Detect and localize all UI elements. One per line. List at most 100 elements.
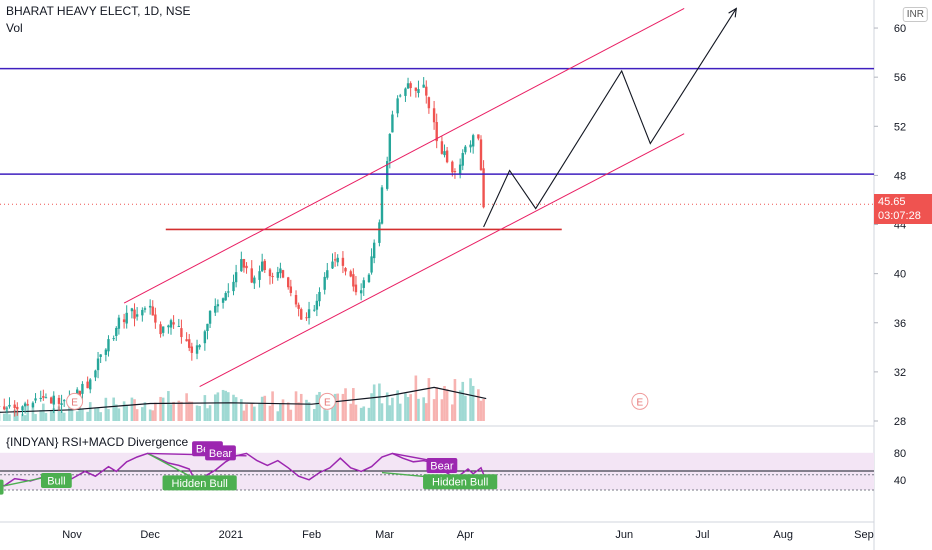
volume-bar xyxy=(195,405,199,421)
candle-body xyxy=(268,269,272,277)
volume-bar xyxy=(469,378,472,421)
volume-bar xyxy=(114,404,118,421)
candle-body xyxy=(240,259,243,272)
candle-body xyxy=(276,272,279,278)
candle-body xyxy=(372,242,376,259)
candle-body xyxy=(227,291,230,293)
candle-body xyxy=(404,88,407,96)
candle-body xyxy=(451,161,454,173)
volume-bar xyxy=(297,402,300,421)
volume-bar xyxy=(451,404,454,421)
volume-bar xyxy=(396,390,399,421)
candle-body xyxy=(130,308,134,312)
volume-bar xyxy=(367,407,371,421)
candle-body xyxy=(151,306,154,316)
candle-body xyxy=(198,345,201,348)
candle-body xyxy=(94,370,97,378)
price-tick-label: 56 xyxy=(894,72,906,84)
chart-title: BHARAT HEAVY ELECT, 1D, NSE xyxy=(6,4,191,18)
candle-body xyxy=(16,406,19,410)
candle-body xyxy=(21,406,24,411)
candle-body xyxy=(221,298,225,303)
volume-bar xyxy=(331,407,334,421)
candle-body xyxy=(279,268,282,274)
candle-body xyxy=(39,397,42,400)
candle-body xyxy=(258,271,261,280)
candle-body xyxy=(141,309,144,316)
candle-body xyxy=(232,281,235,292)
volume-bar xyxy=(104,397,108,421)
candle-body xyxy=(326,270,329,278)
price-tick-label: 28 xyxy=(894,416,906,428)
candle-body xyxy=(461,153,464,166)
time-tick-label: Jul xyxy=(695,529,709,541)
volume-bar xyxy=(307,402,311,421)
volume-bar xyxy=(245,404,248,421)
volume-bar xyxy=(471,385,475,421)
volume-bar xyxy=(206,408,209,421)
candle-body xyxy=(300,309,303,320)
candle-body xyxy=(318,291,321,302)
candle-body xyxy=(115,327,118,336)
volume-bar xyxy=(260,396,264,421)
candle-body xyxy=(8,404,11,407)
candle-body xyxy=(224,293,227,301)
candle-body xyxy=(354,284,358,293)
candle-body xyxy=(378,222,381,243)
volume-bar xyxy=(96,408,100,421)
volume-bar xyxy=(161,397,165,421)
channel-lower-line xyxy=(199,133,685,388)
candle-body xyxy=(349,271,352,277)
volume-bar xyxy=(148,409,152,421)
candle-body xyxy=(135,314,139,317)
volume-bar xyxy=(125,404,129,421)
volume-bar xyxy=(432,399,436,421)
candle-body xyxy=(315,300,319,310)
volume-bar xyxy=(268,405,272,421)
volume-bar xyxy=(344,388,347,421)
volume-bar xyxy=(112,397,115,421)
volume-bar xyxy=(180,401,183,421)
volume-bar xyxy=(68,401,71,421)
currency-badge[interactable]: INR xyxy=(902,7,928,22)
candle-body xyxy=(287,277,290,288)
candle-body xyxy=(471,135,475,147)
candle-body xyxy=(440,141,444,154)
time-tick-label: Sep xyxy=(854,529,874,541)
volume-bar xyxy=(234,397,238,421)
volume-bar xyxy=(39,410,43,421)
candle-body xyxy=(341,257,345,266)
candle-body xyxy=(482,168,485,208)
candle-body xyxy=(172,322,175,325)
volume-bar xyxy=(242,410,246,421)
candle-body xyxy=(367,274,371,282)
candle-body xyxy=(234,272,238,283)
volume-bar xyxy=(240,399,243,421)
volume-bar xyxy=(388,405,392,421)
volume-bar xyxy=(227,392,230,421)
volume-bar xyxy=(333,393,337,421)
indicator-level-label: 40 xyxy=(894,475,906,487)
candle-body xyxy=(49,397,53,404)
volume-bar xyxy=(359,407,363,421)
candle-body xyxy=(464,146,467,153)
volume-bar xyxy=(409,394,412,421)
candle-body xyxy=(169,320,173,328)
volume-bar xyxy=(21,413,24,421)
volume-bar xyxy=(57,406,61,421)
volume-bar xyxy=(414,375,418,421)
indicator-level-label: 80 xyxy=(894,448,906,460)
volume-bar xyxy=(122,401,126,421)
volume-bar xyxy=(253,406,256,421)
volume-bar xyxy=(325,410,329,421)
volume-bar xyxy=(177,400,181,421)
candle-body xyxy=(177,325,181,327)
volume-bar xyxy=(169,404,173,421)
candle-body xyxy=(396,98,399,114)
candle-body xyxy=(148,305,152,308)
volume-bar xyxy=(263,395,267,421)
volume-bar xyxy=(250,403,254,421)
candle-body xyxy=(458,164,462,175)
volume-bar xyxy=(271,391,274,421)
